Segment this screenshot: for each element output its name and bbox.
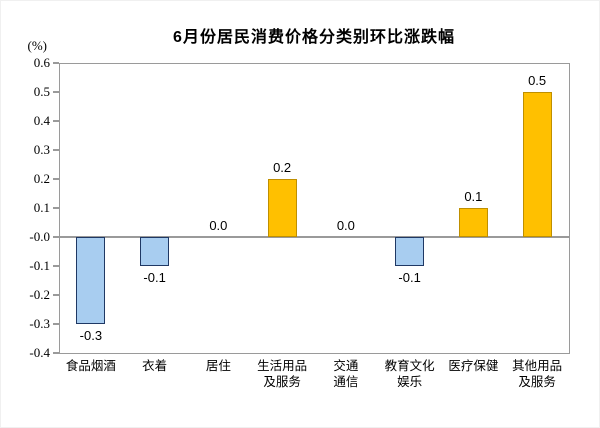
- y-tick-label: 0.4: [33, 113, 50, 128]
- y-tick-label: -0.3: [29, 316, 50, 331]
- y-tick: [53, 352, 59, 354]
- bar-value-label: -0.1: [398, 270, 421, 285]
- y-tick-label: 0.6: [33, 55, 50, 70]
- y-tick-label: -0.2: [29, 287, 50, 302]
- y-tick: [53, 62, 59, 64]
- plot-area: [59, 63, 570, 354]
- bar: [140, 237, 170, 266]
- x-category-label-line: 衣着: [142, 359, 168, 373]
- x-category-label: 教育文化 娱乐: [364, 358, 456, 390]
- bar-value-label: -0.3: [79, 328, 103, 343]
- bar-value-label: 0.2: [273, 160, 292, 175]
- x-category-label: 交通 通信: [300, 358, 392, 390]
- bar: [458, 208, 488, 237]
- bar-value-label: 0.0: [209, 218, 228, 233]
- y-tick-label: 0.1: [33, 200, 50, 215]
- x-category-label: 医疗保健: [427, 358, 519, 374]
- x-category-label-line: 娱乐: [397, 375, 423, 389]
- x-category-label-line: 其他用品: [512, 359, 563, 373]
- y-tick: [53, 294, 59, 296]
- y-tick-label: -0.4: [29, 345, 50, 360]
- x-category-label-line: 医疗保健: [448, 359, 499, 373]
- bar-value-label: 0.0: [336, 218, 355, 233]
- bar: [395, 237, 425, 266]
- y-tick: [53, 207, 59, 209]
- x-category-label-line: 交通: [333, 359, 359, 373]
- x-category-label-line: 通信: [333, 375, 359, 389]
- x-category-label-line: 居住: [205, 359, 231, 373]
- chart-title: 6月份居民消费价格分类别环比涨跌幅: [173, 29, 455, 46]
- zero-baseline: [59, 236, 569, 238]
- x-category-label-line: 生活用品: [257, 359, 308, 373]
- x-category-label-line: 及服务: [518, 375, 556, 389]
- y-tick-label: 0.2: [33, 171, 50, 186]
- y-tick: [53, 178, 59, 180]
- bar: [76, 237, 106, 324]
- x-category-label: 食品烟酒: [45, 358, 137, 374]
- x-category-label: 衣着: [109, 358, 201, 374]
- y-tick: [53, 149, 59, 151]
- x-category-label-line: 教育文化: [384, 359, 435, 373]
- y-tick: [53, 265, 59, 267]
- bar-value-label: -0.1: [143, 270, 166, 285]
- bar-value-label: 0.5: [528, 73, 547, 88]
- y-tick-label: 0.3: [33, 142, 50, 157]
- x-category-label-line: 及服务: [263, 375, 301, 389]
- y-tick-label: -0.1: [29, 258, 50, 273]
- x-category-label: 生活用品 及服务: [236, 358, 328, 390]
- y-tick: [53, 323, 59, 325]
- y-tick: [53, 91, 59, 93]
- bar: [522, 92, 552, 237]
- bar: [267, 179, 297, 237]
- y-tick: [53, 120, 59, 122]
- y-tick-label: 0.5: [33, 84, 50, 99]
- y-tick-label: -0.0: [29, 229, 50, 244]
- x-category-label: 居住: [172, 358, 264, 374]
- x-category-label: 其他用品 及服务: [491, 358, 583, 390]
- y-tick: [53, 236, 59, 238]
- y-axis-unit-label: (%): [27, 38, 48, 53]
- bar-value-label: 0.1: [464, 189, 483, 204]
- x-category-label-line: 食品烟酒: [65, 359, 116, 373]
